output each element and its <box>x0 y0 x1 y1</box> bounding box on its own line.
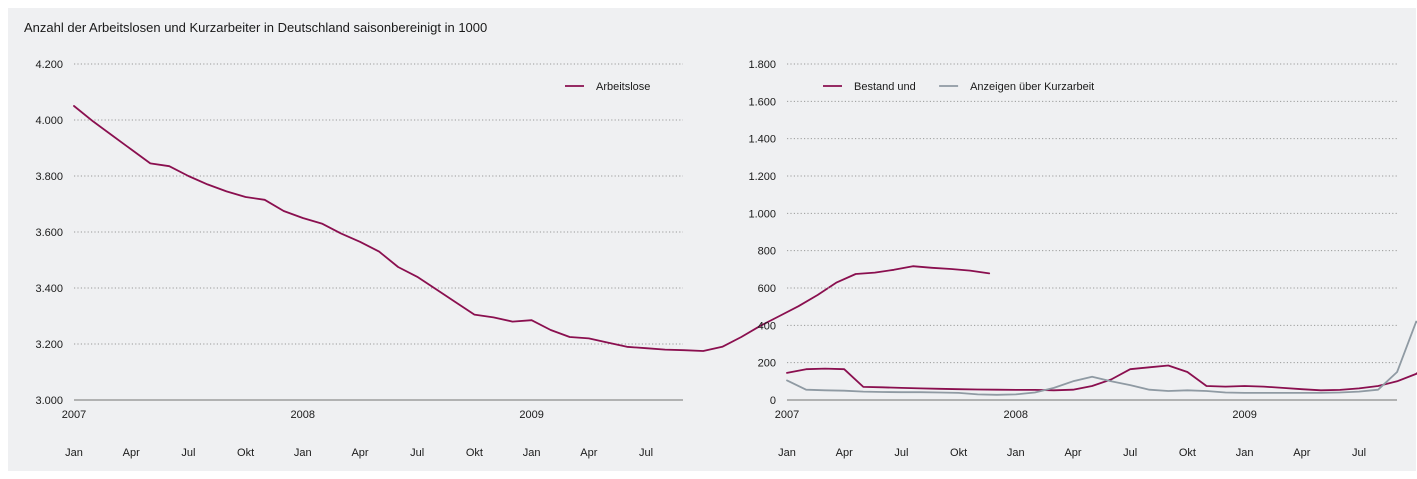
chart-2-y-tick-label: 0 <box>770 395 776 407</box>
chart-2-y-tick-label: 800 <box>758 246 776 258</box>
chart-2-y-tick-label: 1.200 <box>748 171 776 183</box>
chart-2-month-label: Jul <box>894 447 908 459</box>
chart-1-month-label: Jul <box>181 447 195 459</box>
chart-2-y-tick-label: 200 <box>758 358 776 370</box>
chart-1-y-tick-label: 3.200 <box>35 339 63 351</box>
chart-1-year-label: 2009 <box>519 409 543 421</box>
chart-2-y-tick-label: 400 <box>758 320 776 332</box>
chart-2-month-label: Jul <box>1123 447 1137 459</box>
chart-2-series-line-bestand-und <box>786 364 1417 392</box>
chart-1-y-tick-label: 3.600 <box>35 227 63 239</box>
chart-1-month-label: Apr <box>580 447 597 459</box>
chart-1-month-label: Okt <box>466 447 483 459</box>
chart-2-month-label: Okt <box>950 447 967 459</box>
chart-1-y-tick-label: 3.400 <box>35 283 63 295</box>
chart-2-y-tick-label: 1.000 <box>748 208 776 220</box>
chart-2-y-tick-label: 600 <box>758 283 776 295</box>
chart-2-month-label: Jan <box>1236 447 1254 459</box>
page-title: Anzahl der Arbeitslosen und Kurzarbeiter… <box>24 20 488 35</box>
chart-1-month-label: Apr <box>123 447 140 459</box>
chart-2-month-label: Jan <box>1007 447 1025 459</box>
chart-2-year-label: 2009 <box>1232 409 1256 421</box>
chart-2-y-tick-label: 1.800 <box>748 59 776 71</box>
chart-1-legend-label-arbeitslose: Arbeitslose <box>596 81 650 93</box>
chart-2-legend-label-anzeigen-ber-kurzarbeit: Anzeigen über Kurzarbeit <box>970 81 1094 93</box>
chart-1-month-label: Jan <box>294 447 312 459</box>
chart-2-month-label: Okt <box>1179 447 1196 459</box>
chart-2-year-label: 2007 <box>775 409 799 421</box>
chart-2-y-tick-label: 1.400 <box>748 134 776 146</box>
chart-1-year-label: 2008 <box>291 409 315 421</box>
chart-1-month-label: Jan <box>523 447 541 459</box>
chart-1-month-label: Jul <box>639 447 653 459</box>
chart-2-legend-label-bestand-und: Bestand und <box>854 81 916 93</box>
chart-1-month-label: Apr <box>351 447 368 459</box>
chart-1-y-tick-label: 4.000 <box>35 115 63 127</box>
chart-1-y-tick-label: 3.800 <box>35 171 63 183</box>
chart-1-month-label: Jul <box>410 447 424 459</box>
chart-2-month-label: Apr <box>1293 447 1310 459</box>
chart-1-year-label: 2007 <box>62 409 86 421</box>
chart-2-month-label: Jan <box>778 447 796 459</box>
chart-1-series-line-arbeitslose <box>73 105 991 352</box>
chart-2-month-label: Apr <box>1064 447 1081 459</box>
chart-2-month-label: Jul <box>1352 447 1366 459</box>
chart-2-series-line-anzeigen-ber-kurzarbeit <box>786 320 1417 396</box>
chart-1-month-label: Okt <box>237 447 254 459</box>
chart-1-y-tick-label: 3.000 <box>35 395 63 407</box>
chart-2-year-label: 2008 <box>1004 409 1028 421</box>
chart-1-month-label: Jan <box>65 447 83 459</box>
chart-2-month-label: Apr <box>836 447 853 459</box>
chart-2-y-tick-label: 1.600 <box>748 96 776 108</box>
chart-1-y-tick-label: 4.200 <box>35 59 63 71</box>
chart-panel <box>8 8 1416 471</box>
